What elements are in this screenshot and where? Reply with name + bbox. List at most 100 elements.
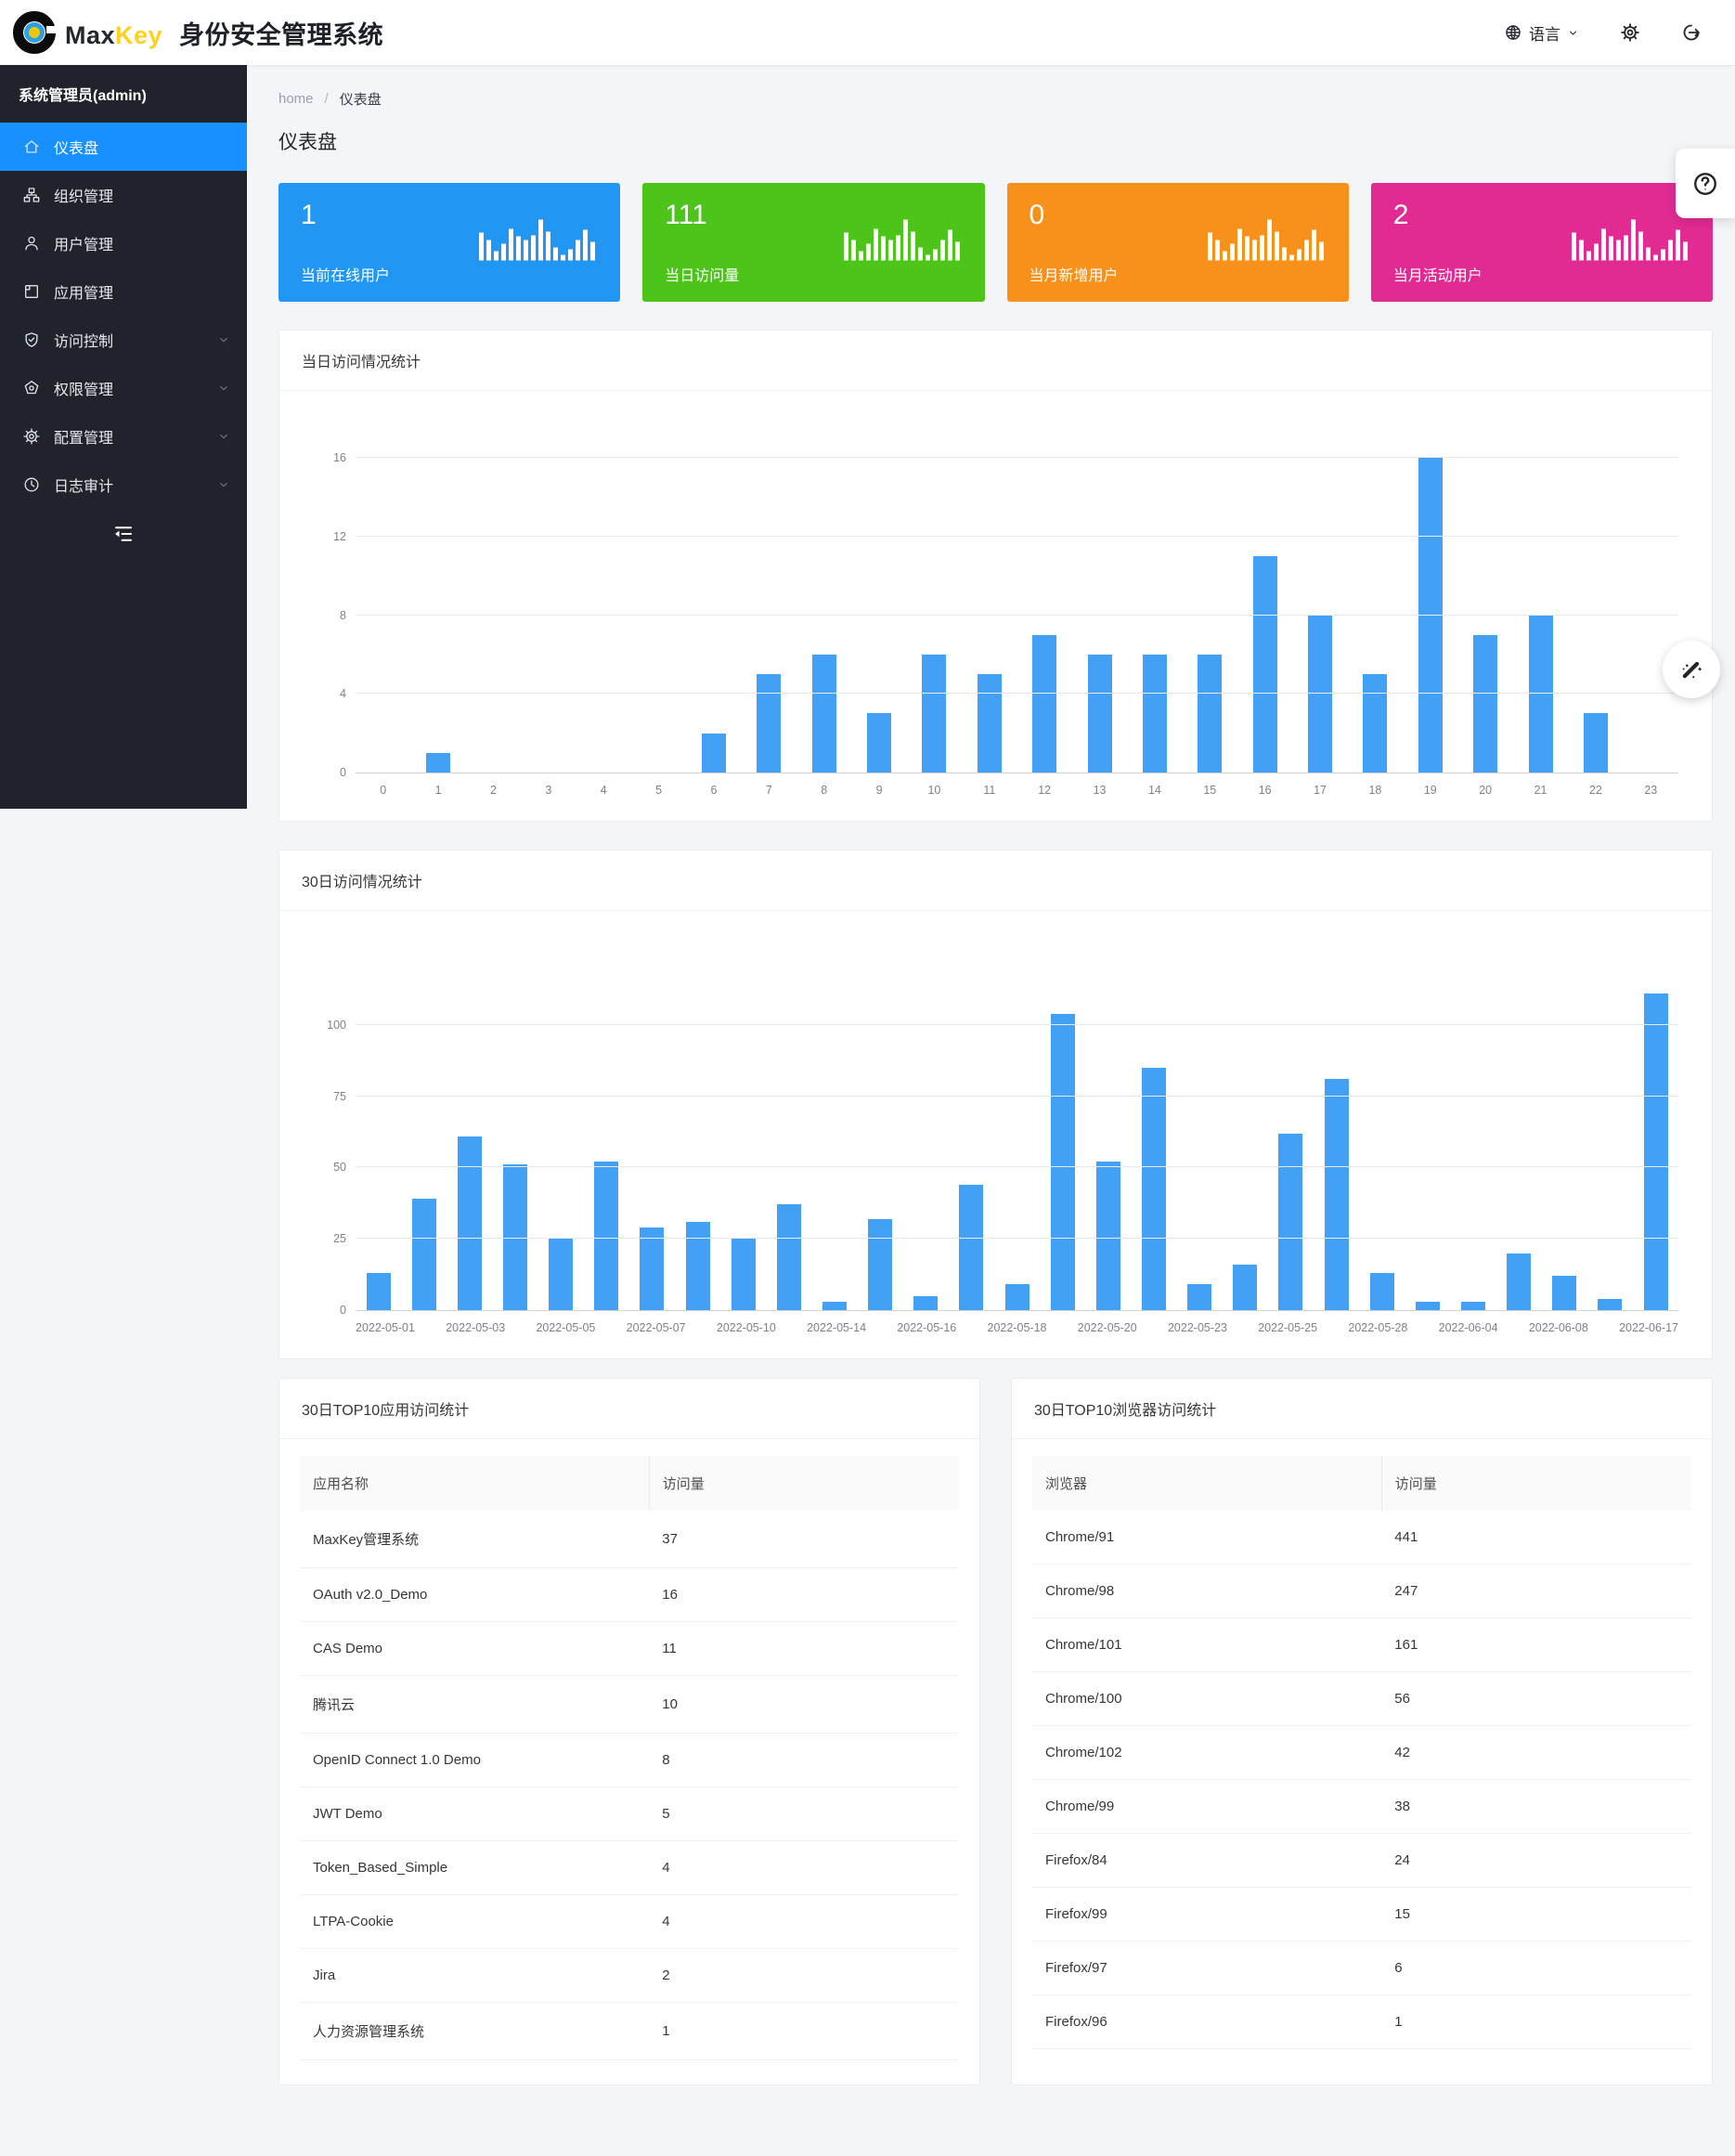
- sidebar-item-仪表盘[interactable]: 仪表盘: [0, 123, 247, 171]
- x-axis-label: [686, 1321, 717, 1345]
- table-row: Firefox/97 6: [1032, 1941, 1691, 1995]
- monthly-visits-title: 30日访问情况统计: [279, 851, 1712, 911]
- sidebar-item-权限管理[interactable]: 权限管理: [0, 364, 247, 412]
- breadcrumb-current: 仪表盘: [339, 92, 382, 108]
- chart-bar: [1507, 1253, 1532, 1310]
- chart-bar: [1141, 1067, 1166, 1310]
- chevron-down-icon: [1567, 27, 1579, 39]
- x-axis-label: 2022-06-17: [1619, 1321, 1679, 1334]
- table-cell-value: 4: [649, 1894, 959, 1949]
- chart-bar: [731, 1239, 756, 1310]
- x-axis-label: 13: [1093, 784, 1107, 797]
- language-menu[interactable]: 语言: [1504, 21, 1579, 45]
- y-axis-label: 0: [340, 1304, 346, 1317]
- table-row: Chrome/102 42: [1032, 1725, 1691, 1780]
- hourly-visits-panel: 当日访问情况统计 0 4 8 12 16 0 1 2 3 4 5 6 7 8 9 10 11 12 13 14 15 16…: [278, 330, 1713, 822]
- chart-bar: [594, 1162, 619, 1310]
- x-axis-label: 7: [765, 784, 772, 797]
- table-row: Chrome/101 161: [1032, 1617, 1691, 1672]
- chart-bar: [922, 654, 947, 773]
- x-axis-label: 2: [489, 784, 497, 797]
- table-row: MaxKey管理系统 37: [300, 1511, 959, 1568]
- settings-gear-button[interactable]: [1620, 22, 1640, 43]
- logout-button[interactable]: [1681, 22, 1702, 43]
- sidebar-item-应用管理[interactable]: 应用管理: [0, 267, 247, 316]
- x-axis-label: 2022-05-10: [716, 1321, 776, 1334]
- chart-bar: [1142, 654, 1167, 773]
- chart-bar: [1198, 654, 1223, 773]
- table-row: 人力资源管理系统 1: [300, 2002, 959, 2060]
- sidebar-user-title: 系统管理员(admin): [19, 88, 147, 104]
- table-row: OpenID Connect 1.0 Demo 8: [300, 1733, 959, 1787]
- stat-value: 1: [301, 200, 317, 230]
- table-cell-value: 38: [1381, 1779, 1691, 1834]
- x-axis-label: [1498, 1321, 1529, 1345]
- sidebar-item-label: 用户管理: [54, 238, 114, 253]
- stat-card-当前在线用户: 1 当前在线用户: [278, 183, 621, 302]
- table-column-header: 访问量: [1380, 1456, 1691, 1511]
- user-icon: [22, 234, 41, 253]
- table-cell-name: Chrome/99: [1032, 1779, 1382, 1834]
- table-cell-name: 人力资源管理系统: [300, 2002, 650, 2060]
- x-axis-label: [956, 1321, 987, 1345]
- chart-bar: [757, 674, 782, 773]
- x-axis-label: 2022-05-01: [356, 1321, 415, 1334]
- top-apps-panel: 30日TOP10应用访问统计 应用名称 访问量 MaxKey管理系统 37 OAuth …: [278, 1378, 980, 2085]
- menu-collapse-button[interactable]: [0, 509, 247, 559]
- x-axis-label: [776, 1321, 807, 1345]
- table-cell-value: 11: [649, 1621, 959, 1676]
- gridline: [356, 614, 1678, 616]
- chart-bar: [1552, 1276, 1577, 1310]
- permission-icon: [22, 379, 41, 397]
- table-cell-name: Firefox/84: [1032, 1833, 1382, 1888]
- chart-bar: [868, 1218, 893, 1310]
- table-row: Chrome/99 38: [1032, 1779, 1691, 1834]
- brand-suffix: 身份安全管理系统: [179, 20, 384, 49]
- table-row: Token_Based_Simple 4: [300, 1840, 959, 1895]
- chart-bar: [1050, 1013, 1075, 1310]
- x-axis-label: 2022-05-05: [536, 1321, 596, 1334]
- gridline: [356, 693, 1678, 695]
- gridline: [356, 1238, 1678, 1240]
- y-axis-label: 4: [340, 687, 346, 701]
- chevron-down-icon: [217, 430, 230, 443]
- x-axis-label: 2022-05-25: [1258, 1321, 1318, 1334]
- table-row: Firefox/99 15: [1032, 1887, 1691, 1942]
- breadcrumb-home-link[interactable]: home: [278, 91, 314, 107]
- table-cell-name: Chrome/101: [1032, 1617, 1382, 1672]
- sidebar-item-用户管理[interactable]: 用户管理: [0, 219, 247, 267]
- x-axis-label: [1137, 1321, 1168, 1345]
- y-axis-label: 100: [327, 1018, 346, 1032]
- table-row: CAS Demo 11: [300, 1621, 959, 1676]
- chart-bar: [640, 1227, 665, 1310]
- help-floating-button[interactable]: [1676, 149, 1735, 218]
- table-cell-value: 15: [1381, 1887, 1691, 1942]
- chart-bar: [1363, 674, 1388, 773]
- x-axis-label: 23: [1644, 784, 1658, 797]
- chart-bar: [1369, 1273, 1394, 1310]
- chart-bar: [1583, 713, 1608, 773]
- chart-bar: [1598, 1298, 1623, 1310]
- sidebar-item-日志审计[interactable]: 日志审计: [0, 461, 247, 509]
- table-row: Jira 2: [300, 1948, 959, 2003]
- x-axis-label: 1: [434, 784, 442, 797]
- table-cell-name: Chrome/102: [1032, 1725, 1382, 1780]
- assistant-floating-button[interactable]: [1663, 641, 1720, 698]
- sidebar-item-组织管理[interactable]: 组织管理: [0, 171, 247, 219]
- table-cell-value: 37: [649, 1511, 959, 1568]
- chart-bar: [1032, 634, 1057, 773]
- table-cell-value: 8: [649, 1733, 959, 1787]
- stat-card-当月新增用户: 0 当月新增用户: [1006, 183, 1349, 302]
- menu-fold-icon: [112, 523, 135, 545]
- table-row: 腾讯云 10: [300, 1675, 959, 1734]
- x-axis-label: [866, 1321, 897, 1345]
- x-axis-label: 6: [710, 784, 718, 797]
- table-cell-name: LTPA-Cookie: [300, 1894, 650, 1949]
- x-axis-label: 11: [983, 784, 996, 797]
- y-axis-label: 12: [333, 529, 346, 543]
- x-axis-label: 17: [1314, 784, 1327, 797]
- gridline: [356, 1095, 1678, 1097]
- sidebar-item-label: 组织管理: [54, 189, 114, 205]
- sidebar-item-访问控制[interactable]: 访问控制: [0, 316, 247, 364]
- sidebar-item-配置管理[interactable]: 配置管理: [0, 412, 247, 461]
